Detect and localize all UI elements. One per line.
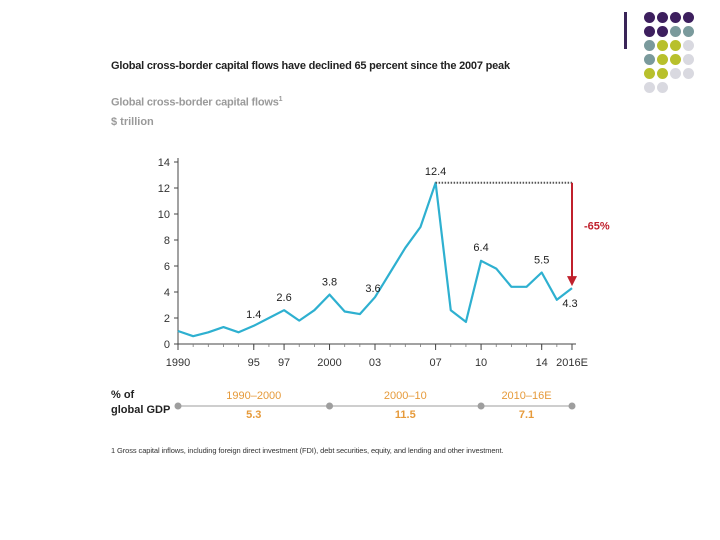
y-tick-label: 4 (164, 287, 170, 299)
series-line (177, 181, 573, 338)
data-label: 3.6 (365, 283, 380, 295)
x-tick-label: 03 (369, 357, 381, 369)
decorative-dot (657, 40, 668, 51)
data-label: 6.4 (473, 242, 488, 254)
data-label: 1.4 (246, 309, 261, 321)
decorative-dot (683, 68, 694, 79)
gdp-share-label-line1: % of (111, 389, 135, 401)
decorative-dot (644, 26, 655, 37)
decorative-dot (683, 40, 694, 51)
period-marker (326, 402, 334, 410)
x-tick-label: 07 (429, 357, 441, 369)
y-tick-label: 2 (164, 313, 170, 325)
data-label: 5.5 (534, 255, 549, 267)
decorative-dot (683, 54, 694, 65)
decorative-dot (670, 54, 681, 65)
y-tick-label: 10 (158, 209, 170, 221)
y-tick-label: 14 (158, 157, 170, 169)
period-range-label: 1990–2000 (226, 390, 282, 402)
period-range-label: 2010–16E (501, 390, 552, 402)
decline-arrow-head (567, 276, 577, 287)
period-marker (568, 402, 576, 410)
unit-label: $ trillion (111, 116, 154, 128)
decorative-dot-grid (640, 9, 720, 119)
period-range-label: 2000–10 (383, 390, 427, 402)
x-tick-label: 14 (536, 357, 548, 369)
decorative-dot (657, 12, 668, 23)
period-marker (477, 402, 485, 410)
period-gdp-value: 11.5 (394, 409, 416, 421)
decline-annotation-label: -65% (584, 220, 610, 232)
y-tick-label: 8 (164, 235, 170, 247)
gdp-share-label: % of global GDP (111, 388, 170, 418)
decorative-dot (683, 26, 694, 37)
period-gdp-value: 5.3 (246, 409, 262, 421)
decorative-dot (657, 82, 668, 93)
decorative-bar (624, 12, 627, 49)
decorative-dot (683, 12, 694, 23)
data-label: 4.3 (562, 298, 577, 310)
x-tick-label: 95 (248, 357, 260, 369)
x-tick-label: 10 (475, 357, 487, 369)
decorative-dot (670, 40, 681, 51)
decorative-dot (657, 54, 668, 65)
decorative-dot (670, 26, 681, 37)
y-tick-label: 0 (164, 339, 170, 351)
footnote: 1 Gross capital inflows, including forei… (111, 446, 504, 455)
footnote-marker: 1 (278, 96, 283, 103)
headline: Global cross-border capital flows have d… (111, 60, 510, 72)
decorative-dot (644, 54, 655, 65)
decorative-dot (644, 12, 655, 23)
y-tick-label: 6 (164, 261, 170, 273)
period-gdp-value: 7.1 (518, 409, 535, 421)
data-label: 2.6 (276, 292, 291, 304)
chart-subtitle-text: Global cross-border capital flows (111, 96, 279, 109)
x-tick-label: 2000 (317, 357, 341, 369)
data-label: 12.4 (425, 166, 446, 178)
decorative-dot (670, 68, 681, 79)
period-marker (174, 402, 182, 410)
decorative-dot (644, 40, 655, 51)
decorative-dot (644, 82, 655, 93)
decorative-dot (670, 12, 681, 23)
x-tick-label: 2016E (556, 357, 588, 369)
decorative-dot (657, 26, 668, 37)
decorative-dot (657, 68, 668, 79)
gdp-share-label-line2: global GDP (111, 404, 171, 416)
y-tick-label: 12 (158, 183, 170, 195)
data-label: 3.8 (322, 277, 337, 289)
x-tick-label: 1990 (166, 357, 190, 369)
chart-subtitle: Global cross-border capital flows1 (111, 96, 282, 109)
decorative-dot (644, 68, 655, 79)
x-tick-label: 97 (278, 357, 290, 369)
